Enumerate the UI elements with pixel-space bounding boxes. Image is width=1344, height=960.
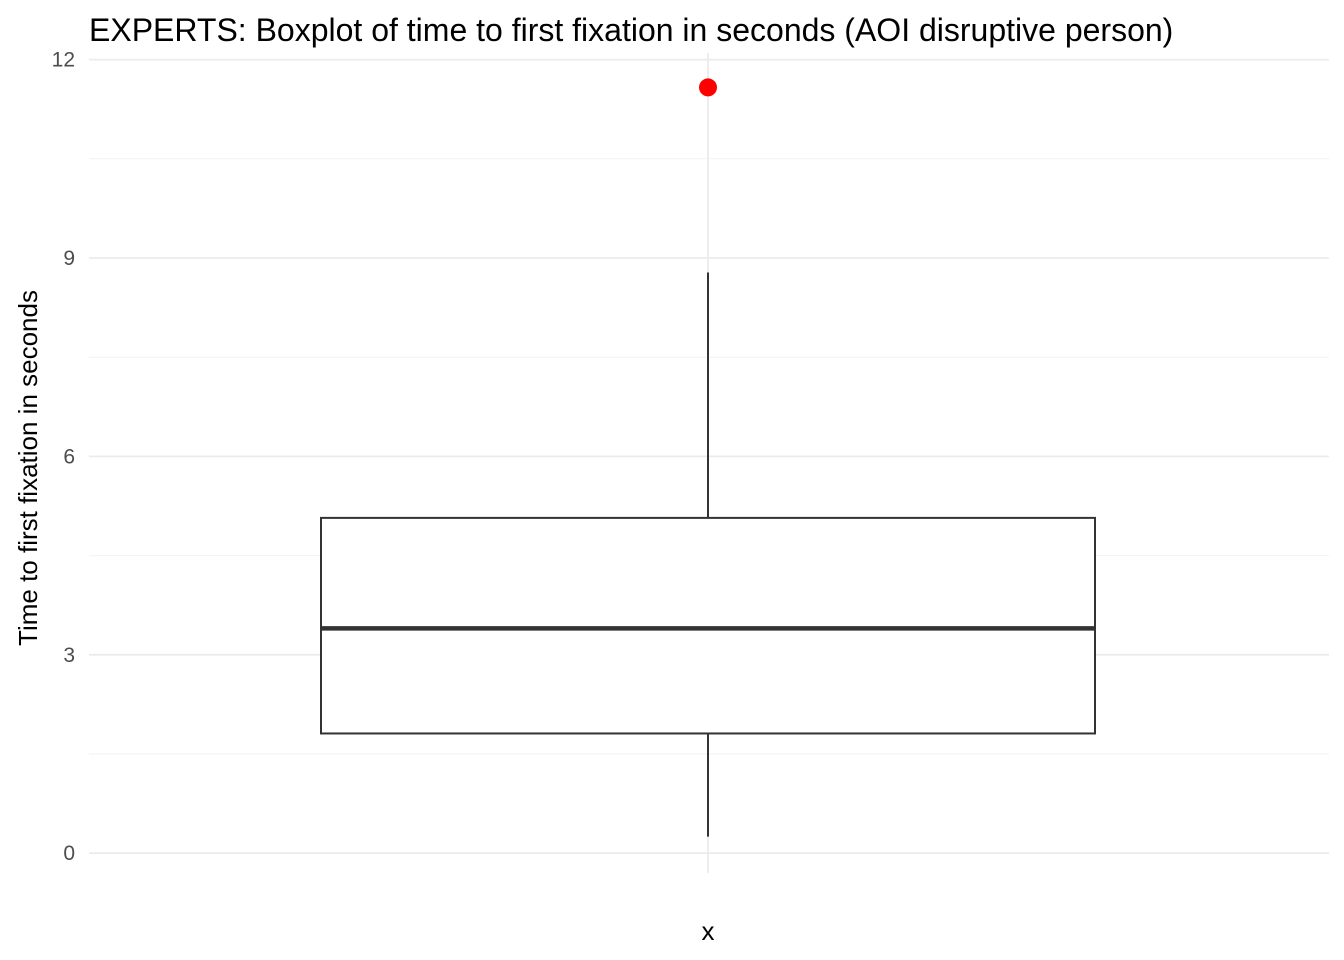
y-tick-label: 3: [63, 644, 75, 667]
outlier-point: [699, 78, 717, 97]
box-layer: [320, 78, 1096, 837]
y-tick-label: 9: [63, 247, 75, 270]
chart-title: EXPERTS: Boxplot of time to first fixati…: [89, 12, 1173, 48]
y-tick-label: 12: [52, 49, 75, 72]
y-tick-labels: 0 3 6 9 12: [52, 49, 75, 866]
y-axis-title: Time to first fixation in seconds: [13, 290, 43, 646]
x-axis-title: x: [702, 916, 715, 946]
y-tick-label: 6: [63, 445, 75, 468]
iqr-box: [320, 516, 1096, 735]
y-tick-label: 0: [63, 842, 75, 865]
